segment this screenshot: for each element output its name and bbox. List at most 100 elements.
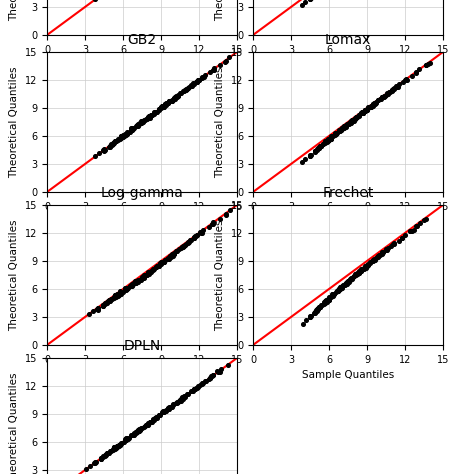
- Point: [149, 415, 157, 423]
- Point: [150, 266, 157, 273]
- Point: [339, 124, 347, 132]
- Point: [167, 252, 174, 259]
- Point: [339, 282, 347, 289]
- Point: [329, 133, 337, 140]
- Point: [206, 374, 213, 382]
- Point: [301, 155, 309, 163]
- Point: [177, 395, 185, 403]
- Point: [166, 252, 174, 260]
- Point: [361, 106, 369, 113]
- Point: [150, 417, 157, 424]
- Point: [422, 215, 430, 222]
- Point: [311, 147, 319, 155]
- Point: [184, 84, 192, 91]
- Point: [323, 137, 330, 145]
- Point: [130, 431, 137, 438]
- Point: [110, 445, 118, 453]
- Point: [100, 301, 107, 309]
- Point: [168, 96, 176, 104]
- Point: [182, 86, 190, 93]
- Point: [331, 130, 338, 137]
- Point: [199, 380, 206, 388]
- Point: [361, 107, 368, 115]
- Point: [170, 401, 177, 408]
- Point: [340, 122, 348, 130]
- Point: [199, 379, 207, 387]
- Point: [165, 405, 173, 413]
- Point: [336, 285, 343, 293]
- Point: [358, 109, 366, 116]
- Point: [363, 262, 370, 269]
- Point: [213, 368, 221, 375]
- Point: [122, 131, 129, 138]
- Point: [139, 273, 146, 281]
- Point: [146, 268, 154, 276]
- Point: [390, 240, 397, 248]
- Point: [157, 260, 164, 267]
- Point: [111, 137, 119, 145]
- Point: [190, 385, 198, 393]
- Point: [188, 82, 195, 89]
- Point: [115, 441, 123, 449]
- Point: [343, 278, 350, 286]
- Point: [353, 114, 360, 121]
- Point: [355, 268, 363, 275]
- Point: [361, 264, 368, 272]
- Point: [365, 261, 372, 269]
- Point: [392, 82, 400, 90]
- Point: [109, 140, 117, 147]
- Point: [181, 392, 188, 400]
- Point: [222, 211, 229, 219]
- Point: [201, 73, 208, 81]
- Point: [185, 238, 192, 246]
- Point: [390, 85, 398, 92]
- Point: [346, 277, 354, 284]
- Point: [114, 292, 121, 299]
- Point: [321, 138, 329, 146]
- Point: [384, 244, 392, 252]
- Title: Lomax: Lomax: [325, 33, 371, 46]
- X-axis label: Sample Quantiles: Sample Quantiles: [96, 217, 188, 227]
- Point: [313, 307, 320, 315]
- Point: [321, 298, 328, 305]
- Point: [117, 132, 125, 140]
- Point: [367, 102, 374, 110]
- Point: [316, 303, 323, 311]
- Point: [345, 278, 353, 285]
- Point: [362, 108, 369, 115]
- Point: [134, 277, 141, 284]
- Point: [116, 290, 123, 297]
- Point: [364, 261, 372, 269]
- Point: [214, 368, 221, 376]
- Point: [104, 449, 111, 456]
- Point: [176, 396, 183, 404]
- Point: [108, 295, 116, 302]
- Point: [307, 151, 314, 158]
- Point: [216, 368, 224, 375]
- Point: [161, 408, 168, 415]
- Point: [311, 309, 319, 317]
- Point: [370, 100, 378, 108]
- Point: [133, 277, 141, 285]
- Point: [149, 111, 156, 119]
- Point: [336, 285, 344, 292]
- Point: [341, 122, 349, 129]
- Point: [171, 250, 178, 258]
- Point: [170, 250, 177, 258]
- Point: [194, 383, 201, 391]
- Point: [222, 210, 230, 218]
- Point: [137, 119, 145, 127]
- Point: [146, 112, 154, 120]
- Point: [151, 414, 159, 422]
- Point: [370, 256, 377, 264]
- Point: [146, 268, 154, 275]
- Point: [154, 262, 162, 270]
- Point: [331, 131, 339, 139]
- Point: [101, 299, 109, 307]
- Point: [129, 431, 137, 438]
- Point: [359, 109, 366, 117]
- Point: [133, 428, 140, 436]
- Point: [339, 124, 347, 132]
- Point: [94, 304, 102, 312]
- Point: [164, 405, 172, 412]
